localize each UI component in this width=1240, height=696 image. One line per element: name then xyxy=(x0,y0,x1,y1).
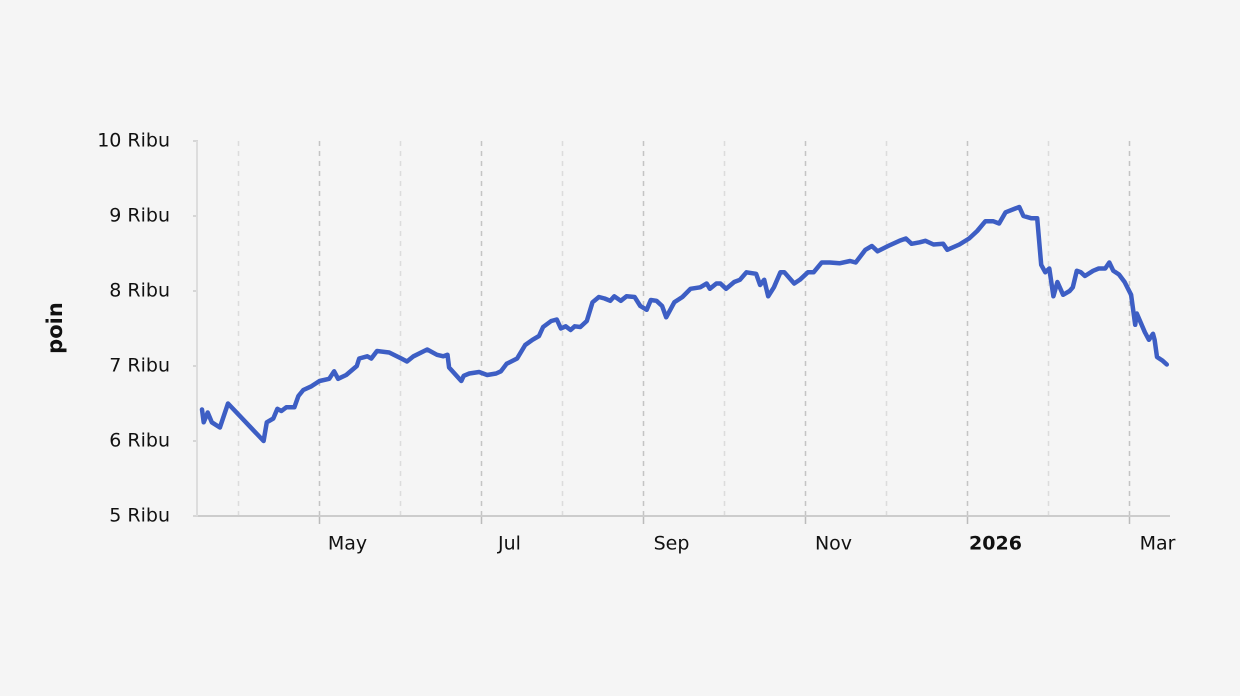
y-tick-label: 5 Ribu xyxy=(109,505,170,527)
x-tick-label: Sep xyxy=(654,533,690,555)
x-tick-label: 2026 xyxy=(969,533,1022,555)
x-tick-label: May xyxy=(328,533,367,555)
y-tick-label: 8 Ribu xyxy=(109,280,170,302)
y-axis-title: poin xyxy=(43,302,67,354)
x-tick-label: Mar xyxy=(1140,533,1176,555)
y-tick-label: 9 Ribu xyxy=(109,205,170,227)
x-tick-label: Jul xyxy=(497,533,521,555)
y-tick-label: 6 Ribu xyxy=(109,430,170,452)
y-tick-label: 10 Ribu xyxy=(97,130,170,152)
x-tick-label: Nov xyxy=(815,533,852,555)
y-tick-label: 7 Ribu xyxy=(109,355,170,377)
line xyxy=(199,204,1170,444)
